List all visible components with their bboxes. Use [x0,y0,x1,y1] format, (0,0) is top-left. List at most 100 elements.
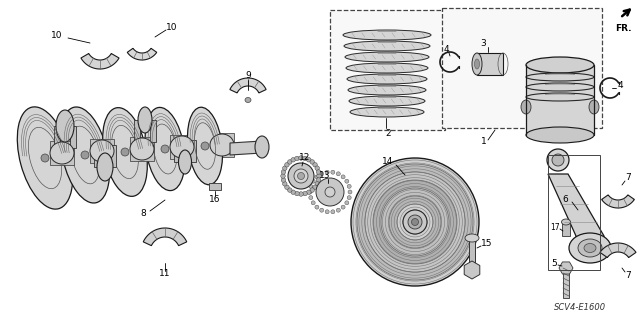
Ellipse shape [320,208,324,212]
Ellipse shape [389,196,441,248]
Polygon shape [190,140,196,162]
Text: 4: 4 [617,81,623,91]
Ellipse shape [344,41,430,51]
Polygon shape [110,145,116,167]
Ellipse shape [60,107,109,203]
Ellipse shape [320,172,324,176]
Text: 10: 10 [51,31,63,40]
Ellipse shape [17,107,73,209]
Ellipse shape [408,215,422,229]
Ellipse shape [397,204,433,240]
Ellipse shape [315,205,319,209]
Text: 12: 12 [300,153,310,162]
Ellipse shape [325,187,335,197]
Ellipse shape [210,134,234,156]
Text: 7: 7 [625,174,631,182]
Ellipse shape [336,208,340,212]
Polygon shape [559,262,573,274]
Polygon shape [477,53,503,75]
Text: 6: 6 [562,196,568,204]
Ellipse shape [145,108,185,190]
Ellipse shape [349,96,425,106]
Ellipse shape [285,185,289,189]
Text: 1: 1 [481,137,487,146]
Ellipse shape [412,219,419,226]
Ellipse shape [311,179,315,183]
Ellipse shape [303,191,307,196]
Ellipse shape [315,182,319,186]
Ellipse shape [331,170,335,174]
Ellipse shape [307,190,311,195]
Ellipse shape [521,100,531,114]
Bar [330,10,445,130]
Ellipse shape [316,178,321,182]
Polygon shape [602,195,634,208]
Ellipse shape [351,158,479,286]
Ellipse shape [313,185,317,189]
Ellipse shape [561,219,570,225]
Polygon shape [50,141,74,165]
Ellipse shape [526,57,594,73]
Ellipse shape [285,162,289,167]
Polygon shape [127,48,157,60]
Ellipse shape [298,173,305,180]
Text: 2: 2 [385,129,391,137]
Ellipse shape [346,63,428,73]
Ellipse shape [90,140,114,162]
Ellipse shape [373,180,457,264]
Ellipse shape [170,136,194,158]
Ellipse shape [309,196,313,200]
Ellipse shape [325,210,329,214]
Ellipse shape [336,172,340,176]
Ellipse shape [589,100,599,114]
Ellipse shape [317,174,321,178]
Ellipse shape [294,169,308,183]
Ellipse shape [350,107,424,117]
Polygon shape [130,137,154,161]
Polygon shape [94,145,100,167]
Ellipse shape [584,243,596,253]
Polygon shape [464,261,480,279]
Ellipse shape [381,188,449,256]
Ellipse shape [472,53,482,75]
Ellipse shape [291,190,296,195]
Ellipse shape [465,234,479,242]
Ellipse shape [281,174,285,178]
Ellipse shape [130,138,154,160]
Polygon shape [134,120,140,142]
Ellipse shape [343,30,431,40]
Ellipse shape [316,170,321,174]
Polygon shape [562,222,570,236]
Ellipse shape [288,163,314,189]
Ellipse shape [50,142,74,164]
Ellipse shape [307,158,311,162]
Ellipse shape [309,184,313,188]
Ellipse shape [578,239,602,257]
Polygon shape [174,140,180,162]
Circle shape [161,145,169,153]
Ellipse shape [299,192,303,196]
Ellipse shape [345,201,349,205]
Ellipse shape [282,182,287,186]
Ellipse shape [287,160,292,164]
Ellipse shape [291,158,296,162]
Ellipse shape [310,188,314,192]
Text: 17: 17 [550,222,560,232]
Ellipse shape [348,85,426,95]
Polygon shape [54,126,60,148]
Polygon shape [150,120,156,142]
Ellipse shape [255,136,269,158]
Polygon shape [90,139,114,163]
Ellipse shape [345,52,429,62]
Ellipse shape [308,190,312,194]
Ellipse shape [138,107,152,133]
Ellipse shape [299,156,303,160]
Ellipse shape [348,190,352,194]
Ellipse shape [569,233,611,263]
Polygon shape [210,133,234,157]
Bar [442,8,602,128]
Ellipse shape [295,156,300,161]
Ellipse shape [325,170,329,174]
Circle shape [201,142,209,150]
Text: 11: 11 [159,270,171,278]
